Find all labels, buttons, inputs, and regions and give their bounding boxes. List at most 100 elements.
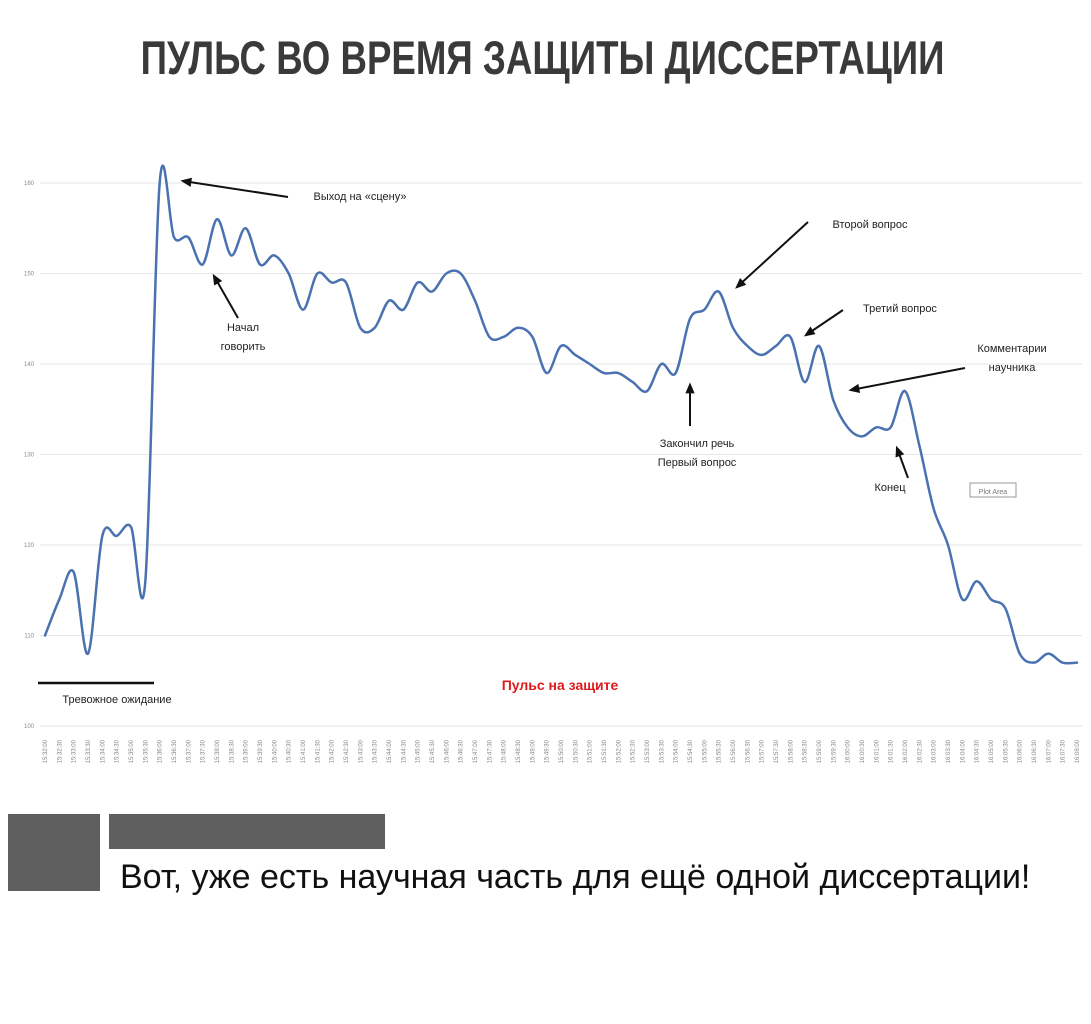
- x-tick-label: 16:03:00: [932, 739, 938, 763]
- x-tick-label: 15:45:30: [430, 739, 436, 763]
- annotation-label: Закончил речь Первый вопрос: [658, 438, 737, 469]
- x-tick-label: 15:41:00: [301, 739, 307, 763]
- chart-title: Пульс на защите: [502, 677, 619, 693]
- annotation-label: Начал говорить: [221, 322, 266, 353]
- annotation-arrow: [850, 367, 966, 391]
- redacted-username: [109, 814, 385, 849]
- avatar: [8, 814, 100, 891]
- x-tick-labels: 15:32:00 15:32:30 15:33:00 15:33:30 15:34:00…: [43, 739, 1081, 763]
- x-tick-label: 15:44:00: [387, 739, 393, 763]
- x-tick-label: 16:08:00: [1075, 739, 1081, 763]
- x-tick-label: 15:56:00: [731, 739, 737, 763]
- x-tick-label: 15:48:00: [502, 739, 508, 763]
- x-tick-label: 15:44:30: [401, 739, 407, 763]
- x-tick-label: 15:55:30: [717, 739, 723, 763]
- annotation-label: Конец: [874, 482, 906, 494]
- x-tick-label: 15:42:00: [330, 739, 336, 763]
- x-tick-label: 15:38:30: [229, 739, 235, 763]
- x-tick-label: 15:49:30: [545, 739, 551, 763]
- x-tick-label: 15:52:30: [631, 739, 637, 763]
- x-tick-label: 15:42:30: [344, 739, 350, 763]
- annotation-label: Тревожное ожидание: [62, 694, 171, 706]
- x-tick-label: 16:00:00: [846, 739, 852, 763]
- y-tick-label: 120: [24, 543, 35, 549]
- arrow-head: [848, 383, 861, 393]
- y-tick-label: 100: [24, 724, 35, 730]
- x-tick-label: 15:40:00: [272, 739, 278, 763]
- x-tick-label: 15:50:00: [559, 739, 565, 763]
- meme-title: ПУЛЬС ВО ВРЕМЯ ЗАЩИТЫ ДИССЕРТАЦИИ: [140, 31, 945, 84]
- x-tick-label: 15:36:00: [158, 739, 164, 763]
- pulse-series-line: [43, 164, 1079, 665]
- x-tick-label: 15:39:00: [244, 739, 250, 763]
- arrow-head: [803, 326, 816, 337]
- x-tick-label: 15:45:00: [416, 739, 422, 763]
- x-tick-label: 15:41:30: [315, 739, 321, 763]
- x-tick-label: 15:33:00: [72, 739, 78, 763]
- x-tick-label: 15:34:30: [115, 739, 121, 763]
- x-tick-label: 15:59:00: [817, 739, 823, 763]
- y-tick-label: 160: [24, 181, 35, 187]
- x-tick-label: 15:47:30: [487, 739, 493, 763]
- x-tick-label: 16:07:30: [1061, 739, 1067, 763]
- x-tick-label: 15:51:30: [602, 739, 608, 763]
- annotations: Выход на «сцену» Начал говорить Закончил ре…: [62, 191, 1046, 706]
- y-tick-labels: 100 110 120 130 140 150 160: [24, 181, 35, 730]
- x-tick-label: 15:55:00: [702, 739, 708, 763]
- x-tick-label: 15:46:00: [444, 739, 450, 763]
- x-tick-label: 15:36:30: [172, 739, 178, 763]
- x-tick-label: 16:05:00: [989, 739, 995, 763]
- annotation-label: Второй вопрос: [833, 219, 908, 231]
- x-tick-label: 16:01:00: [874, 739, 880, 763]
- plot-area-label: Plot Area: [979, 489, 1008, 496]
- x-tick-label: 15:37:30: [201, 739, 207, 763]
- x-tick-label: 15:53:30: [659, 739, 665, 763]
- annotation-label: Комментарии научника: [977, 343, 1046, 374]
- x-tick-label: 16:07:00: [1046, 739, 1052, 763]
- x-tick-label: 16:05:30: [1003, 739, 1009, 763]
- x-tick-label: 16:06:00: [1018, 739, 1024, 763]
- annotation-arrow: [182, 180, 289, 198]
- x-tick-label: 15:58:00: [788, 739, 794, 763]
- x-tick-label: 15:54:00: [674, 739, 680, 763]
- annotation-arrow: [736, 221, 809, 288]
- x-tick-label: 15:56:30: [745, 739, 751, 763]
- x-tick-label: 16:04:00: [960, 739, 966, 763]
- x-tick-label: 15:52:00: [616, 739, 622, 763]
- x-tick-label: 15:50:30: [573, 739, 579, 763]
- arrow-head: [180, 177, 192, 187]
- arrow-head: [685, 382, 695, 394]
- x-tick-label: 15:37:00: [186, 739, 192, 763]
- y-tick-label: 140: [24, 362, 35, 368]
- x-tick-label: 15:35:00: [129, 739, 135, 763]
- x-tick-label: 15:40:30: [287, 739, 293, 763]
- x-tick-label: 15:33:30: [86, 739, 92, 763]
- arrow-head: [895, 445, 905, 458]
- x-tick-label: 15:53:00: [645, 739, 651, 763]
- x-tick-label: 15:38:00: [215, 739, 221, 763]
- x-tick-label: 15:49:00: [530, 739, 536, 763]
- x-tick-label: 15:43:30: [373, 739, 379, 763]
- arrow-head: [212, 273, 223, 286]
- x-tick-label: 15:43:00: [358, 739, 364, 763]
- x-tick-label: 15:58:30: [803, 739, 809, 763]
- x-tick-label: 15:54:30: [688, 739, 694, 763]
- x-tick-label: 15:51:00: [588, 739, 594, 763]
- x-tick-label: 15:57:30: [774, 739, 780, 763]
- x-tick-label: 16:06:30: [1032, 739, 1038, 763]
- annotation-label: Третий вопрос: [863, 303, 937, 315]
- x-tick-label: 15:57:00: [760, 739, 766, 763]
- y-tick-label: 110: [24, 634, 34, 640]
- x-tick-label: 15:34:00: [100, 739, 106, 763]
- annotation-label: Выход на «сцену»: [314, 191, 407, 203]
- arrow-head: [735, 277, 747, 289]
- x-tick-label: 15:59:30: [831, 739, 837, 763]
- plot-area-box: [969, 482, 1017, 498]
- x-tick-label: 15:35:30: [143, 739, 149, 763]
- x-tick-label: 16:02:00: [903, 739, 909, 763]
- x-tick-label: 15:48:30: [516, 739, 522, 763]
- x-tick-label: 15:39:30: [258, 739, 264, 763]
- x-tick-label: 16:03:30: [946, 739, 952, 763]
- x-tick-label: 16:01:30: [889, 739, 895, 763]
